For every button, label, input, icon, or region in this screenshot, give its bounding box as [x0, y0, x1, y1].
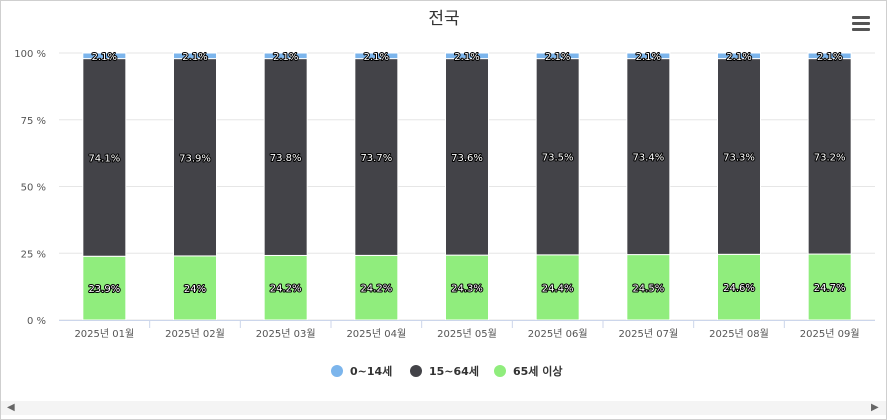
x-tick-label: 2025년 09월 — [800, 328, 860, 340]
legend-marker — [494, 365, 506, 377]
x-tick-label: 2025년 06월 — [528, 328, 588, 340]
bars — [82, 52, 852, 321]
x-tick-label: 2025년 02월 — [165, 328, 225, 340]
bar-segment — [717, 52, 761, 60]
bar-segment — [626, 58, 671, 256]
scroll-left-icon[interactable]: ◀ — [7, 402, 15, 413]
data-label: 2.1% — [726, 52, 751, 63]
chart-canvas: 전국 0 % 25 % 50 % 75 % 100 % 23.9% 74.1% 2.1% 24… — [14, 9, 875, 378]
data-label: 2.1% — [636, 52, 661, 63]
x-tick-label: 2025년 08월 — [709, 328, 769, 340]
data-label: 24.7% — [814, 283, 846, 294]
horizontal-scrollbar[interactable] — [1, 401, 886, 415]
data-label: 2.1% — [182, 52, 207, 63]
y-tick-label: 50 % — [21, 183, 46, 194]
bar-segment — [82, 58, 127, 257]
y-axis: 0 % 25 % 50 % 75 % 100 % — [14, 49, 46, 327]
bar-segment — [717, 253, 761, 321]
bar-segment — [173, 52, 217, 60]
hamburger-menu-icon[interactable] — [852, 16, 870, 32]
bar-segment — [82, 255, 127, 321]
bar-segment — [535, 52, 580, 60]
legend[interactable]: 0~14세 15~64세 65세 이상 — [331, 364, 563, 378]
legend-label: 0~14세 — [350, 364, 392, 378]
bar-segment — [263, 52, 308, 60]
data-label: 73.8% — [270, 153, 302, 164]
y-tick-label: 25 % — [21, 249, 46, 260]
x-tick-label: 2025년 05월 — [437, 328, 497, 340]
y-tick-label: 100 % — [14, 49, 46, 60]
bar-segment — [263, 254, 308, 321]
legend-marker — [410, 365, 422, 377]
x-tick-label: 2025년 04월 — [346, 328, 406, 340]
bar-segment — [445, 58, 489, 256]
bar-segment — [807, 52, 852, 60]
data-label: 2.1% — [454, 52, 479, 63]
legend-item[interactable]: 65세 이상 — [494, 364, 563, 378]
data-labels: 23.9% 74.1% 2.1% 24% 73.9% 2.1% 24.2% 73.8% 2.1%… — [87, 51, 846, 296]
data-label: 2.1% — [817, 52, 842, 63]
data-label: 73.9% — [179, 153, 211, 164]
legend-item[interactable]: 0~14세 — [331, 364, 392, 378]
bar-segment — [626, 52, 671, 60]
bar-segment — [445, 52, 489, 60]
bar-segment — [535, 58, 580, 256]
data-label: 73.5% — [542, 153, 574, 164]
data-label: 73.6% — [451, 153, 483, 164]
bar-segment — [82, 52, 127, 60]
legend-marker — [331, 365, 343, 377]
bar-segment — [354, 254, 399, 321]
scroll-right-icon[interactable]: ▶ — [871, 402, 879, 413]
bar-segment — [173, 255, 217, 321]
data-label: 24.4% — [542, 283, 574, 294]
x-tick-label: 2025년 01월 — [74, 328, 134, 340]
data-label: 24.2% — [360, 284, 392, 295]
data-label: 73.4% — [632, 153, 664, 164]
bar-segment — [354, 52, 399, 60]
legend-item[interactable]: 15~64세 — [410, 364, 479, 378]
x-axis: 2025년 01월 2025년 02월 2025년 03월 2025년 04월 2025… — [59, 320, 875, 340]
bar-segment — [173, 58, 217, 257]
data-label: 24.2% — [270, 284, 302, 295]
y-tick-label: 75 % — [21, 116, 46, 127]
data-label: 2.1% — [92, 52, 117, 63]
data-label: 24.3% — [451, 284, 483, 295]
legend-label: 65세 이상 — [513, 364, 563, 378]
bar-segment — [807, 58, 852, 255]
chart-title: 전국 — [428, 9, 459, 29]
data-label: 23.9% — [88, 284, 120, 295]
legend-label: 15~64세 — [429, 364, 479, 378]
data-label: 2.1% — [273, 52, 298, 63]
data-label: 73.2% — [814, 152, 846, 163]
data-label: 73.3% — [723, 152, 755, 163]
data-label: 74.1% — [88, 153, 120, 164]
data-label: 73.7% — [360, 153, 392, 164]
data-label: 2.1% — [364, 52, 389, 63]
data-label: 2.1% — [545, 52, 570, 63]
data-label: 24.5% — [632, 283, 664, 294]
x-tick-label: 2025년 07월 — [618, 328, 678, 340]
bar-segment — [717, 58, 761, 255]
x-tick-label: 2025년 03월 — [256, 328, 316, 340]
bar-segment — [535, 254, 580, 321]
bar-segment — [263, 58, 308, 256]
bar-segment — [626, 254, 671, 321]
data-label: 24.6% — [723, 283, 755, 294]
y-tick-label: 0 % — [27, 316, 46, 327]
bar-segment — [354, 58, 399, 256]
data-label: 24% — [184, 284, 206, 295]
